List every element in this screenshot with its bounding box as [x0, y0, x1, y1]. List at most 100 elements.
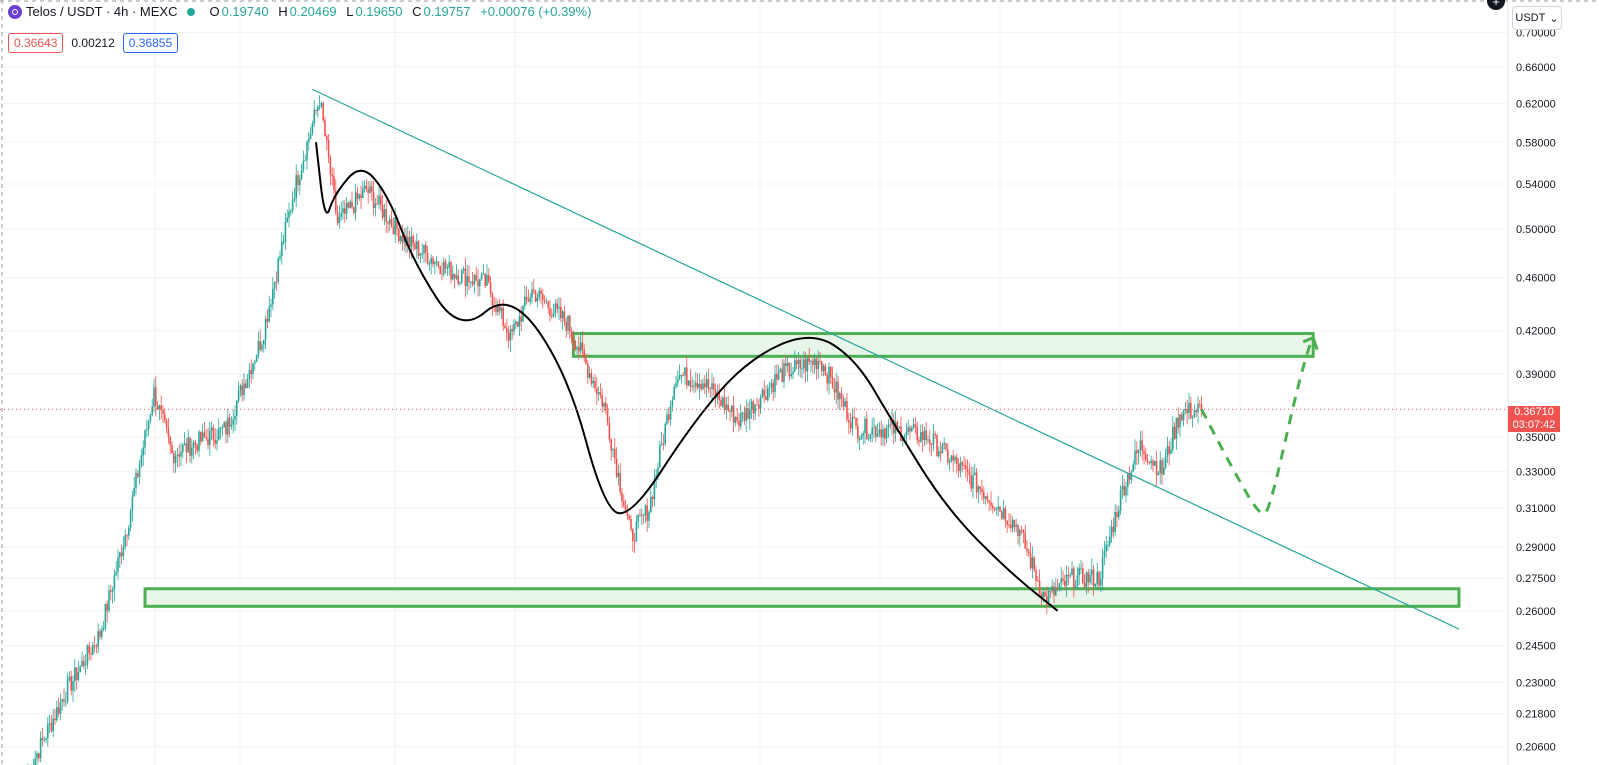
candle-body: [396, 217, 398, 229]
candle-body: [387, 221, 389, 224]
candle-body: [1033, 557, 1035, 571]
high-label: H: [278, 4, 288, 19]
candle-body: [425, 244, 427, 253]
candle-body: [1062, 578, 1064, 581]
candle-body: [864, 418, 866, 434]
candle-body: [302, 161, 305, 170]
symbol-title[interactable]: Telos / USDT · 4h · MEXC: [26, 4, 178, 19]
candle-body: [768, 387, 771, 389]
candle-body: [698, 384, 701, 389]
candle-body: [1006, 520, 1008, 525]
sell-button[interactable]: 0.36643: [8, 33, 64, 53]
candle-body: [934, 433, 936, 436]
candle-body: [700, 384, 702, 390]
candle-body: [1130, 471, 1133, 480]
candle-body: [833, 388, 836, 393]
candle-body: [957, 463, 960, 472]
candle-body: [646, 505, 648, 521]
candle-body: [871, 427, 873, 435]
candle-body: [410, 236, 413, 248]
candle-body: [1019, 529, 1021, 536]
candle-body: [722, 397, 724, 407]
candle-body: [500, 307, 503, 312]
candle-body: [1082, 568, 1084, 583]
candle-body: [414, 243, 416, 249]
candle-body: [497, 304, 499, 313]
candle-body: [275, 281, 278, 283]
candle-body: [248, 369, 251, 379]
candle-body: [545, 301, 548, 303]
candle-body: [574, 341, 576, 350]
candle-body: [606, 410, 609, 423]
candle-body: [120, 552, 123, 557]
candle-body: [803, 359, 805, 369]
candle-body: [261, 344, 263, 350]
candle-body: [218, 428, 220, 441]
candle-body: [686, 367, 688, 386]
candle-body: [974, 472, 976, 475]
candle-body: [1166, 446, 1169, 457]
candle-body: [945, 443, 947, 450]
candle-body: [1078, 568, 1080, 576]
candle-body: [592, 380, 594, 384]
candle-body: [401, 236, 404, 243]
candle-body: [407, 237, 409, 247]
candle-body: [668, 414, 670, 420]
candle-body: [583, 349, 585, 358]
candle-body: [259, 340, 261, 350]
candle-body: [354, 192, 357, 213]
candle-body: [615, 458, 618, 477]
candle-body: [1199, 403, 1201, 405]
candle-body: [824, 365, 827, 376]
candle-body: [1029, 553, 1032, 569]
y-tick-label: 0.24500: [1516, 640, 1556, 652]
candle-body: [246, 378, 249, 389]
candle-body: [691, 385, 693, 387]
candle-body: [822, 365, 825, 372]
projection-path: [1200, 337, 1315, 516]
candle-body: [626, 511, 629, 516]
candle-body: [65, 701, 67, 703]
candle-body: [1087, 572, 1089, 583]
candle-body: [1051, 586, 1053, 592]
high-value: 0.20469: [289, 4, 337, 19]
candle-body: [257, 340, 260, 356]
candle-body: [336, 212, 339, 224]
candle-body: [453, 273, 456, 279]
candle-body: [236, 400, 238, 417]
candle-body: [714, 389, 717, 399]
add-icon[interactable]: +: [1487, 0, 1505, 10]
candle-body: [594, 380, 596, 389]
candle-body: [653, 478, 656, 500]
candle-body: [549, 307, 551, 316]
candle-body: [360, 194, 362, 198]
candle-body: [799, 359, 801, 369]
candle-body: [1134, 450, 1136, 465]
candle-body: [603, 402, 605, 407]
candle-body: [817, 360, 819, 369]
candle-body: [797, 359, 800, 365]
candle-body: [781, 368, 783, 382]
candle-body: [443, 261, 445, 275]
candle-body: [761, 389, 764, 398]
currency-selector[interactable]: USDT ⌄: [1512, 6, 1562, 30]
candle-body: [225, 422, 227, 435]
candle-body: [1101, 557, 1104, 580]
candle-body: [338, 216, 341, 224]
candle-body: [1010, 524, 1012, 529]
candle-body: [536, 297, 539, 302]
candle-body: [223, 422, 225, 428]
candle-body: [270, 304, 272, 307]
candle-body: [155, 387, 157, 407]
candle-body: [200, 431, 202, 442]
candle-body: [533, 289, 535, 291]
candle-body: [1071, 568, 1073, 576]
candle-body: [1121, 486, 1124, 490]
buy-button[interactable]: 0.36855: [122, 33, 179, 53]
low-value: 0.19650: [355, 4, 403, 19]
candle-body: [767, 388, 769, 400]
candle-body: [43, 739, 45, 741]
candle-body: [513, 323, 515, 332]
candle-body: [464, 268, 467, 287]
